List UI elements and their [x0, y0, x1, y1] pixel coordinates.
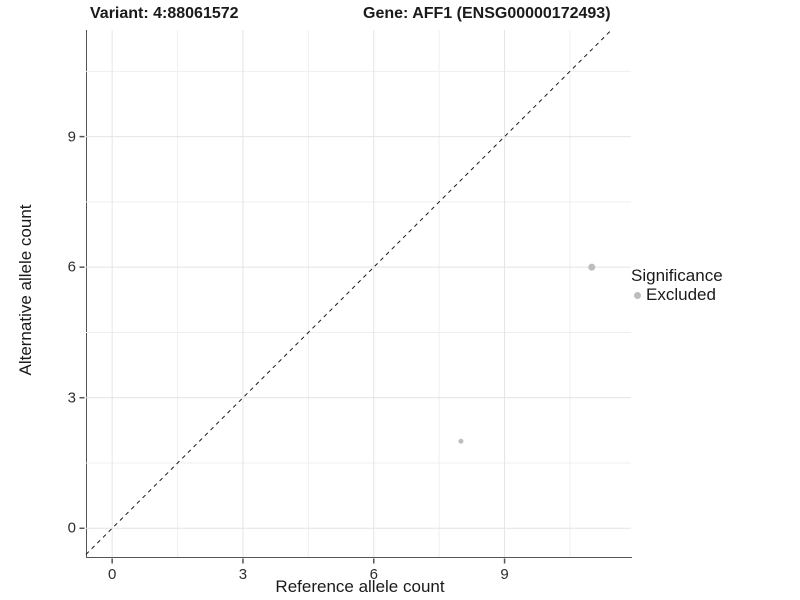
gene-title: Gene: AFF1 (ENSG00000172493): [363, 5, 611, 22]
variant-title: Variant: 4:88061572: [90, 5, 239, 22]
x-tick-label: 3: [238, 566, 248, 583]
data-point: [458, 438, 464, 444]
y-axis-title: Alternative allele count: [16, 204, 35, 376]
legend-item-label: Excluded: [646, 285, 716, 304]
x-tick-label: 6: [369, 566, 378, 583]
identity-dashed-line: [85, 29, 612, 555]
plot-panel: [86, 30, 632, 558]
x-axis-title: Reference allele count: [275, 577, 445, 596]
x-tick-label: 9: [500, 566, 509, 583]
y-tick-label: 0: [67, 519, 76, 537]
x-tick-label: 0: [107, 566, 117, 583]
excluded-point-icon: [634, 291, 641, 299]
y-tick-label: 9: [67, 128, 76, 146]
legend: Significance Excluded: [631, 266, 723, 304]
legend-title: Significance: [631, 266, 723, 285]
y-tick-label: 3: [67, 389, 76, 407]
legend-item-excluded: Excluded: [631, 286, 723, 304]
data-point: [588, 263, 596, 271]
y-tick-label: 6: [67, 258, 76, 276]
